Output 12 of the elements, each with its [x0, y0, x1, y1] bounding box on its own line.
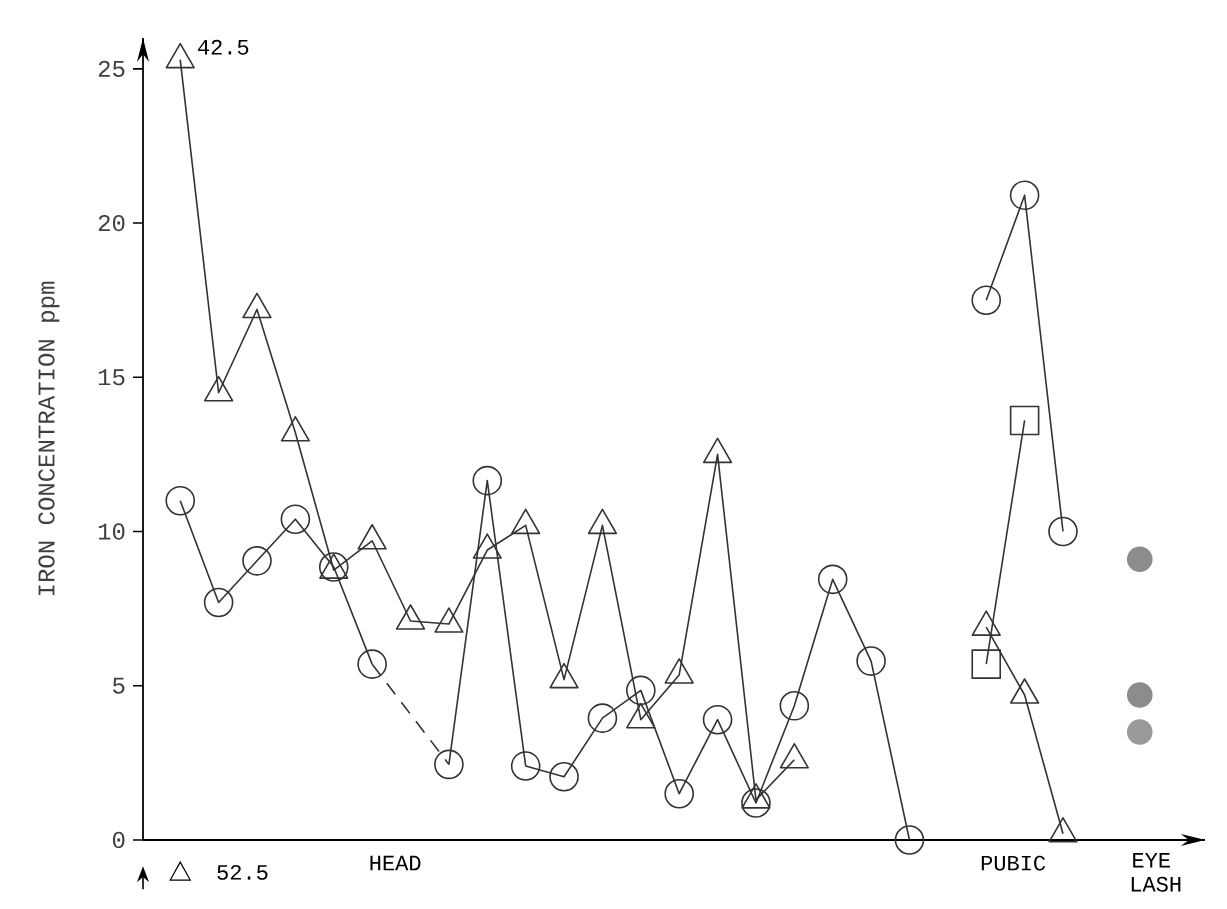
- y-axis-title: IRON CONCENTRATION ppm: [38, 281, 60, 596]
- y-tick-label: 20: [98, 214, 125, 232]
- annotation: 42.5: [197, 39, 249, 55]
- y-tick-label: 0: [112, 831, 125, 849]
- y-tick-label: 5: [113, 677, 125, 694]
- text: PUBIC: [981, 855, 1046, 871]
- text: 52.5: [217, 864, 268, 880]
- y-tick-label: 25: [98, 60, 125, 77]
- y-tick-label: 15: [98, 369, 125, 386]
- text: EYE LASH: [1131, 853, 1181, 892]
- text: HEAD: [370, 855, 421, 871]
- y-tick-label: 10: [98, 523, 125, 540]
